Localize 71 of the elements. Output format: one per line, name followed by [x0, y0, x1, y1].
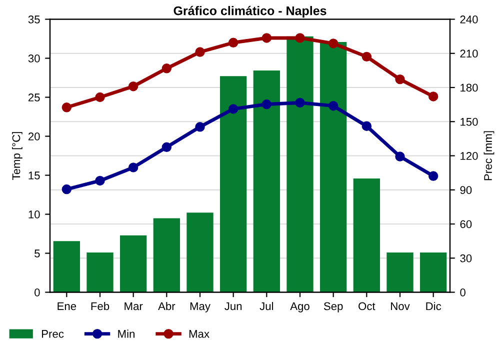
point	[328, 100, 338, 111]
point	[228, 104, 238, 114]
point	[362, 52, 372, 62]
x-tick-label: Jul	[260, 302, 274, 310]
x-tick-label: Sep	[324, 302, 343, 312]
point	[428, 171, 438, 181]
x-tick-label: Mar	[124, 302, 143, 310]
point	[362, 121, 372, 131]
y-tick-label: 20	[28, 132, 40, 140]
bar	[120, 235, 147, 292]
y-axis-title: Temp [°C]	[12, 132, 22, 180]
point	[128, 81, 138, 92]
bar	[386, 252, 414, 292]
point	[195, 47, 205, 57]
point	[62, 102, 72, 112]
point	[295, 98, 305, 108]
bar	[420, 252, 447, 292]
point	[195, 122, 205, 132]
x-tick-label: May	[190, 302, 210, 312]
y2-tick-label: 120	[460, 152, 478, 160]
bar	[86, 252, 114, 292]
bar	[220, 76, 247, 292]
y2-tick-label: 0	[460, 288, 466, 296]
bar	[186, 212, 214, 292]
y2-tick-label: 210	[460, 50, 478, 58]
y2-tick-label: 240	[460, 16, 478, 24]
x-tick-label: Oct	[358, 302, 376, 310]
point	[128, 162, 138, 172]
x-tick-label: Nov	[391, 302, 410, 310]
x-tick-label: Feb	[91, 302, 110, 310]
point	[428, 92, 438, 102]
legend-label: Min	[118, 330, 134, 338]
y-tick-label: 15	[28, 172, 40, 180]
chart-title: Gráfico climático - Naples	[174, 6, 326, 18]
y-tick-label: 35	[28, 16, 40, 24]
x-tick-label: Abr	[158, 302, 176, 310]
y-tick-label: 30	[28, 54, 40, 62]
point	[328, 38, 338, 48]
y-tick-label: 0	[34, 288, 40, 296]
point	[62, 184, 72, 194]
legend-label: Max	[189, 330, 210, 338]
x-tick-label: Jun	[224, 302, 242, 310]
legend-label: Prec	[42, 330, 64, 338]
y-tick-label: 10	[28, 210, 40, 218]
point	[295, 33, 305, 43]
point	[228, 38, 238, 48]
x-tick-label: Ene	[58, 302, 76, 310]
point	[395, 152, 405, 162]
y2-tick-label: 150	[460, 118, 478, 126]
y2-tick-label: 180	[460, 84, 478, 92]
x-tick-label: Ago	[290, 302, 310, 312]
point	[395, 74, 405, 84]
bar	[53, 241, 80, 292]
bar	[353, 178, 380, 292]
bar	[286, 36, 314, 292]
point	[95, 176, 105, 186]
point	[262, 99, 272, 110]
point	[262, 33, 272, 43]
y2-tick-label: 30	[460, 254, 472, 262]
y-tick-label: 25	[28, 94, 40, 102]
y2-tick-label: 90	[460, 186, 472, 194]
bar	[320, 42, 347, 292]
y2-axis-title: Prec [mm]	[484, 131, 494, 180]
point	[162, 64, 172, 74]
x-tick-label: Dic	[426, 302, 442, 310]
bar	[253, 70, 280, 292]
point	[95, 92, 105, 102]
point	[162, 142, 172, 152]
y-tick-label: 5	[34, 250, 40, 258]
y2-tick-label: 60	[460, 220, 472, 228]
bar	[153, 218, 180, 292]
